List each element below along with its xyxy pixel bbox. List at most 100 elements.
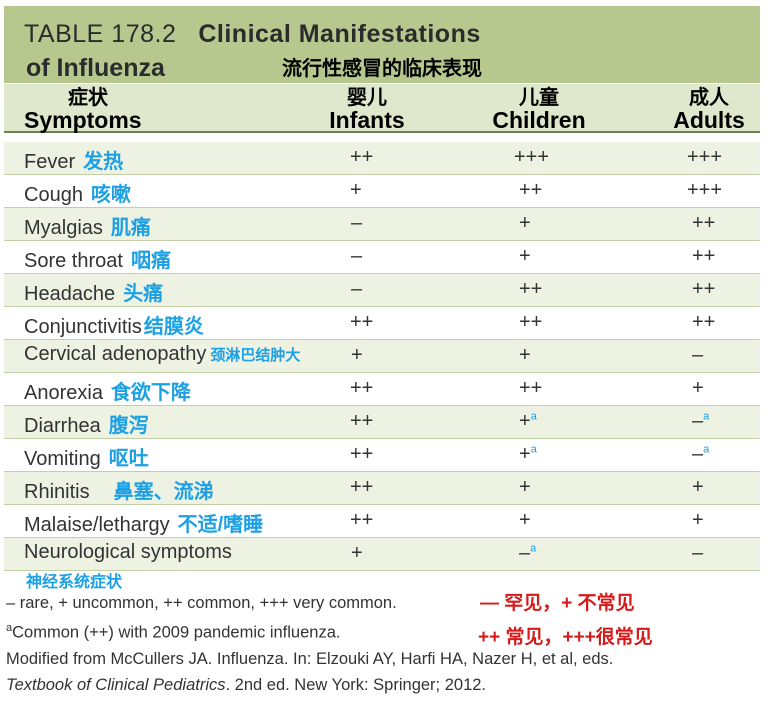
table-title: TABLE 178.2 Clinical Manifestations xyxy=(24,20,481,49)
adults-value: –a xyxy=(692,443,709,466)
table-title-main: Clinical Manifestations xyxy=(198,20,481,48)
table-row: Anorexia 食欲下降 ++ ++ + xyxy=(4,373,760,406)
infants-value: ++ xyxy=(350,377,374,399)
symptom-cell: Anorexia 食欲下降 xyxy=(24,376,191,405)
children-value: ++ xyxy=(519,278,543,300)
source-book-title: Textbook of Clinical Pediatrics xyxy=(6,676,226,694)
header-children-cn: 儿童 xyxy=(519,87,559,109)
infants-value: ++ xyxy=(350,410,374,432)
table-row: Diarrhea 腹泻 ++ +a –a xyxy=(4,406,760,439)
adults-value: + xyxy=(692,476,704,498)
symptom-name-cn: 颈淋巴结肿大 xyxy=(210,347,301,364)
infants-value: ++ xyxy=(350,476,374,498)
adults-value-text: – xyxy=(692,443,704,465)
source-line-1: Modified from McCullers JA. Influenza. I… xyxy=(6,650,614,668)
table-row: Cough 咳嗽 + ++ +++ xyxy=(4,175,760,208)
footnote-marker: a xyxy=(530,443,537,456)
adults-value: –a xyxy=(692,410,709,433)
children-value: +a xyxy=(519,410,537,433)
table-row: Cervical adenopathy 颈淋巴结肿大 + + – xyxy=(4,340,760,373)
adults-value: – xyxy=(692,344,704,366)
symptom-name-en: Conjunctivitis xyxy=(24,316,142,338)
table-row: Vomiting 呕吐 ++ +a –a xyxy=(4,439,760,472)
symptom-name-en: Sore throat xyxy=(24,250,123,272)
table-row: Neurological symptoms + –a – xyxy=(4,538,760,571)
children-value: + xyxy=(519,509,531,531)
adults-value-text: – xyxy=(692,410,704,432)
symptom-name-en: Vomiting xyxy=(24,448,101,470)
symptom-name-cn: 头痛 xyxy=(123,283,164,305)
adults-value: + xyxy=(692,377,704,399)
legend-footnote: – rare, + uncommon, ++ common, +++ very … xyxy=(6,594,397,612)
adults-value: +++ xyxy=(687,179,723,201)
children-value: –a xyxy=(519,542,536,565)
header-adults: 成人 Adults xyxy=(666,87,752,133)
header-adults-cn: 成人 xyxy=(689,87,729,109)
adults-value: – xyxy=(692,542,704,564)
infants-value: – xyxy=(351,245,363,267)
symptom-cell: Rhinitis 鼻塞、流涕 xyxy=(24,475,214,504)
neurological-symptoms-cn: 神经系统症状 xyxy=(26,574,123,591)
symptom-cell: Headache 头痛 xyxy=(24,277,163,306)
symptom-cell: Conjunctivitis 结膜炎 xyxy=(24,310,204,339)
source-details: . 2nd ed. New York: Springer; 2012. xyxy=(225,676,487,694)
symptom-name-en: Rhinitis xyxy=(24,481,90,503)
table-title-line2: of Influenza xyxy=(26,54,165,82)
symptom-cell: Diarrhea 腹泻 xyxy=(24,409,149,438)
table-row: Fever 发热 ++ +++ +++ xyxy=(4,142,760,175)
header-children-en: Children xyxy=(492,107,586,133)
symptom-cell: Cough 咳嗽 xyxy=(24,178,131,207)
footnote-marker: a xyxy=(530,410,537,423)
symptom-name-en: Fever xyxy=(24,151,76,173)
footnote-a: aCommon (++) with 2009 pandemic influenz… xyxy=(6,622,340,643)
header-infants-cn: 婴儿 xyxy=(347,87,387,109)
table-title-block: TABLE 178.2 Clinical Manifestations of In… xyxy=(4,6,760,83)
symptom-cell: Malaise/lethargy 不适/嗜睡 xyxy=(24,508,263,537)
symptom-name-en: Headache xyxy=(24,283,116,305)
adults-value: + xyxy=(692,509,704,531)
header-children: 儿童 Children xyxy=(486,87,592,133)
symptom-name-cn: 呕吐 xyxy=(108,448,149,470)
symptom-name-cn: 鼻塞、流涕 xyxy=(113,481,214,503)
footnote-marker: a xyxy=(703,443,710,456)
table-row: Headache 头痛 – ++ ++ xyxy=(4,274,760,307)
symptom-cell: Sore throat 咽痛 xyxy=(24,244,171,273)
adults-value: ++ xyxy=(692,245,716,267)
footnote-a-text: Common (++) with 2009 pandemic influenza… xyxy=(12,623,341,642)
children-value-text: + xyxy=(519,443,531,465)
header-adults-en: Adults xyxy=(673,107,745,133)
source-line-2: Textbook of Clinical Pediatrics. 2nd ed.… xyxy=(6,676,486,695)
symptom-name-en: Myalgias xyxy=(24,217,103,239)
infants-value: ++ xyxy=(350,443,374,465)
table-number: TABLE 178.2 xyxy=(24,20,177,48)
adults-value: ++ xyxy=(692,212,716,234)
children-value: +++ xyxy=(514,146,550,168)
header-symptoms-en: Symptoms xyxy=(24,107,142,133)
symptom-name-cn: 咳嗽 xyxy=(90,184,131,206)
symptom-cell: Neurological symptoms xyxy=(24,541,232,564)
table-row: Sore throat 咽痛 – + ++ xyxy=(4,241,760,274)
children-value: ++ xyxy=(519,311,543,333)
symptom-name-cn: 食欲下降 xyxy=(110,382,191,404)
adults-value: ++ xyxy=(692,278,716,300)
symptom-cell: Myalgias 肌痛 xyxy=(24,211,151,240)
header-symptoms-cn: 症状 xyxy=(68,87,108,109)
symptom-name-en: Neurological symptoms xyxy=(24,541,232,563)
infants-value: + xyxy=(351,344,363,366)
symptom-name-cn: 结膜炎 xyxy=(143,316,204,338)
table-row: Rhinitis 鼻塞、流涕 ++ + + xyxy=(4,472,760,505)
symptom-cell: Vomiting 呕吐 xyxy=(24,442,149,471)
symptom-name-cn: 腹泻 xyxy=(108,415,149,437)
symptom-name-en: Diarrhea xyxy=(24,415,101,437)
table-row: Conjunctivitis 结膜炎 ++ ++ ++ xyxy=(4,307,760,340)
symptom-name-cn: 肌痛 xyxy=(110,217,151,239)
table-row: Malaise/lethargy 不适/嗜睡 ++ + + xyxy=(4,505,760,538)
children-value-text: – xyxy=(519,542,531,564)
children-value: +a xyxy=(519,443,537,466)
infants-value: – xyxy=(351,278,363,300)
infants-value: ++ xyxy=(350,311,374,333)
symptom-name-cn: 不适/嗜睡 xyxy=(177,514,264,536)
footnote-marker: a xyxy=(530,542,537,555)
children-value: + xyxy=(519,344,531,366)
symptom-name-en: Anorexia xyxy=(24,382,103,404)
